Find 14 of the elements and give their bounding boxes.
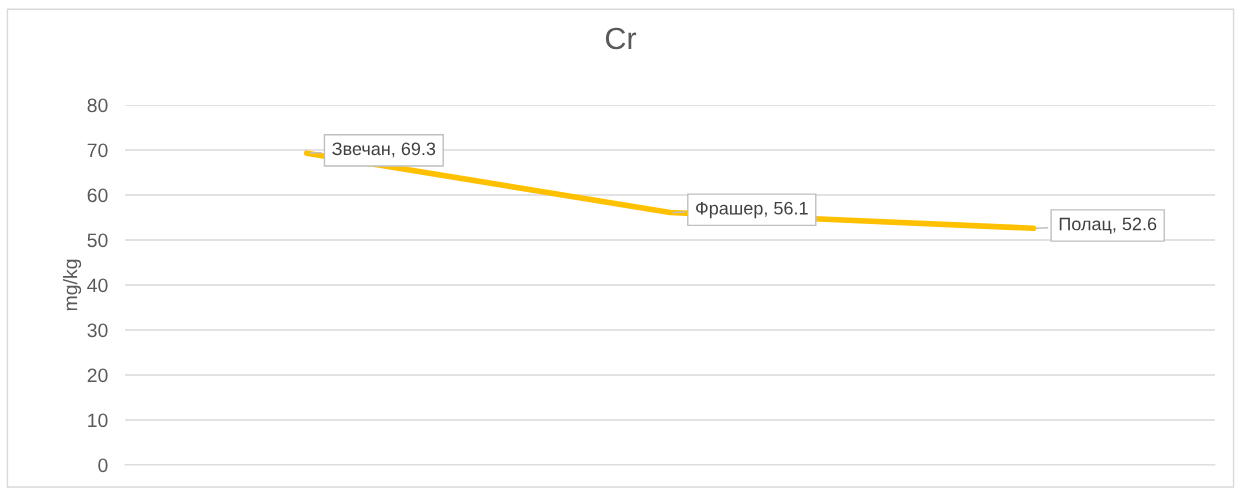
y-tick-label: 60 bbox=[87, 188, 108, 203]
text: Полац, 52.6 bbox=[1059, 217, 1157, 234]
y-tick-label: 0 bbox=[98, 458, 108, 473]
text: Звечан, 69.3 bbox=[332, 142, 436, 158]
text: Фрашер, 56.1 bbox=[696, 201, 808, 219]
y-tick-label: 80 bbox=[87, 98, 108, 113]
y-tick-label: 20 bbox=[87, 368, 108, 383]
y-tick-label: 50 bbox=[87, 233, 108, 248]
y-tick-label: 30 bbox=[87, 323, 108, 338]
y-tick-label: 10 bbox=[88, 413, 108, 428]
chart-title: Cr bbox=[605, 27, 637, 50]
y-tick-label: 70 bbox=[87, 143, 108, 158]
y-axis-title: mg/kg bbox=[63, 259, 82, 311]
y-tick-label: 40 bbox=[87, 278, 108, 293]
